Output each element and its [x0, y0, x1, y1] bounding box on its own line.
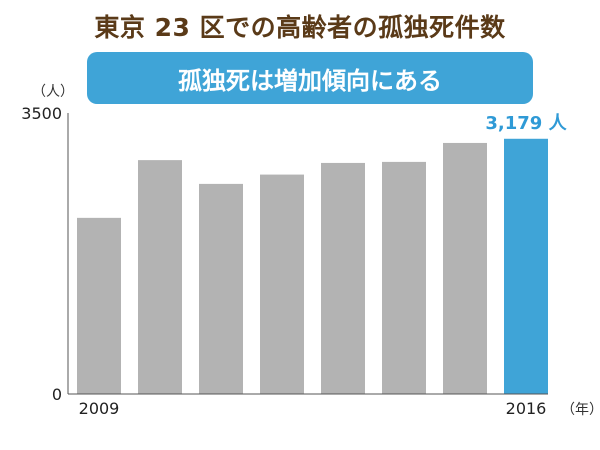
bar-2015: [443, 142, 487, 394]
bar-2011: [199, 183, 243, 394]
bar-2012: [260, 174, 304, 394]
y-tick-label: 0: [52, 385, 62, 404]
bar-2010: [138, 160, 182, 394]
x-tick-group: 2009 2016: [79, 399, 547, 418]
x-tick-label: 2009: [79, 399, 120, 418]
bar-2013: [321, 162, 365, 394]
bar-2014: [382, 161, 426, 394]
bar-2009: [77, 217, 121, 394]
x-axis-unit: （年）: [561, 402, 600, 418]
y-axis-unit: （人）: [32, 84, 74, 100]
data-label-2016: 3,179 人: [485, 113, 567, 134]
chart-title: 東京 23 区での高齢者の孤独死件数: [94, 13, 506, 42]
bar-2016: [504, 138, 548, 394]
y-tick-group: 0 3500: [21, 104, 62, 404]
x-tick-label: 2016: [506, 399, 547, 418]
bar-group: 3,179 人: [77, 113, 568, 394]
headline-banner: 孤独死は増加傾向にある: [87, 52, 533, 104]
y-tick-label: 3500: [21, 104, 62, 123]
